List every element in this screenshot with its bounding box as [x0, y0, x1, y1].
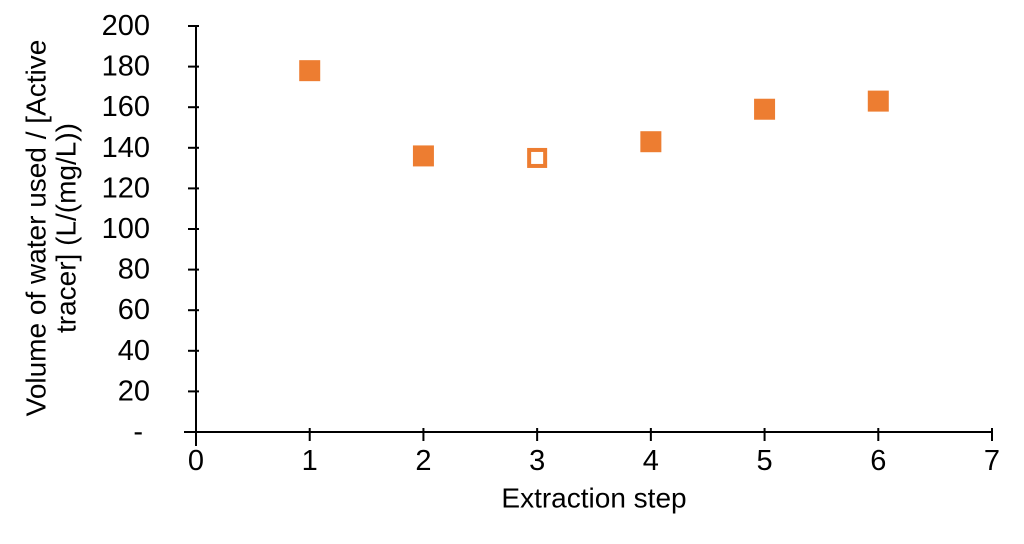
- data-point-1-filled-square-marker: [299, 60, 321, 82]
- x-tick-label: 1: [302, 445, 318, 477]
- y-tick-label: 160: [102, 91, 150, 123]
- y-axis-title-line-2: tracer] (L/(mg/L)): [51, 123, 82, 333]
- y-tick-label: 120: [102, 172, 150, 204]
- x-tick-label: 3: [529, 445, 545, 477]
- y-axis-tick-labels: - 20 40 60 80 100 120 140 160 180 200: [102, 10, 150, 448]
- x-tick-label: 0: [188, 445, 204, 477]
- data-series: [299, 60, 889, 168]
- x-tick-label: 6: [870, 445, 886, 477]
- data-point-4-filled-square-marker: [640, 131, 662, 153]
- y-tick-label: 140: [102, 132, 150, 164]
- x-axis-title: Extraction step: [501, 483, 686, 514]
- data-point-3-open-square-marker: [527, 147, 548, 168]
- y-tick-label: 40: [118, 335, 150, 367]
- data-point-6-filled-square-marker: [867, 90, 889, 112]
- data-point-2-filled-square-marker: [412, 145, 434, 167]
- y-tick-label: 80: [118, 254, 150, 286]
- x-axis-ticks: [195, 428, 993, 441]
- x-tick-label: 4: [643, 445, 659, 477]
- y-tick-label: 60: [118, 294, 150, 326]
- data-point-5-filled-square-marker: [754, 98, 776, 120]
- x-tick-label: 7: [984, 445, 1000, 477]
- y-axis-title-line-1: Volume of water used / [Active: [21, 40, 52, 417]
- y-tick-label: 200: [102, 10, 150, 42]
- axes: [184, 25, 993, 446]
- x-tick-label: 5: [757, 445, 773, 477]
- y-axis-ticks: [188, 25, 199, 433]
- y-tick-label: 100: [102, 213, 150, 245]
- x-axis-tick-labels: 0 1 2 3 4 5 6 7: [188, 445, 1000, 477]
- y-tick-label: 180: [102, 51, 150, 83]
- y-tick-label: -: [133, 416, 143, 448]
- x-tick-label: 2: [415, 445, 431, 477]
- y-tick-label: 20: [118, 375, 150, 407]
